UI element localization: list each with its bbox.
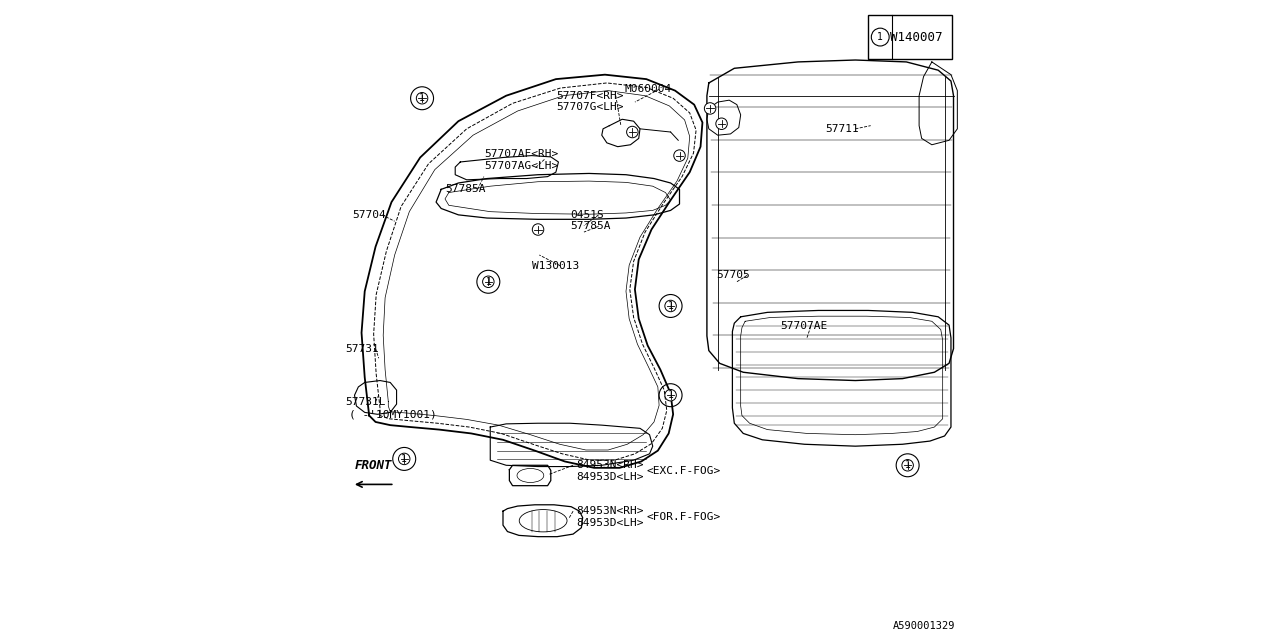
Text: 57707G<LH>: 57707G<LH> bbox=[556, 102, 623, 112]
Text: 57731L: 57731L bbox=[346, 397, 387, 406]
Text: 1: 1 bbox=[905, 460, 910, 470]
Text: W130013: W130013 bbox=[531, 261, 579, 271]
Text: 84953N<RH>: 84953N<RH> bbox=[576, 460, 644, 470]
Circle shape bbox=[902, 460, 914, 471]
Text: A590001329: A590001329 bbox=[893, 621, 955, 631]
Text: 57707F<RH>: 57707F<RH> bbox=[556, 91, 623, 100]
Text: <EXC.F-FOG>: <EXC.F-FOG> bbox=[646, 466, 721, 476]
Text: 57785A: 57785A bbox=[445, 184, 486, 195]
Text: 57707AF<RH>: 57707AF<RH> bbox=[484, 149, 558, 159]
Text: 84953N<RH>: 84953N<RH> bbox=[576, 506, 644, 516]
Text: 1: 1 bbox=[419, 93, 425, 103]
Circle shape bbox=[673, 150, 685, 161]
Text: 1: 1 bbox=[877, 32, 883, 42]
Circle shape bbox=[704, 102, 716, 114]
Text: 57704: 57704 bbox=[352, 210, 385, 220]
Text: 57711: 57711 bbox=[824, 124, 859, 134]
Text: 57731: 57731 bbox=[346, 344, 379, 354]
Text: 1: 1 bbox=[668, 390, 673, 400]
Text: 57707AE: 57707AE bbox=[781, 321, 827, 332]
Text: 84953D<LH>: 84953D<LH> bbox=[576, 472, 644, 482]
Text: 84953D<LH>: 84953D<LH> bbox=[576, 518, 644, 527]
Circle shape bbox=[483, 276, 494, 287]
Text: 57707AG<LH>: 57707AG<LH> bbox=[484, 161, 558, 171]
Circle shape bbox=[398, 453, 410, 465]
Text: 1: 1 bbox=[402, 454, 407, 464]
Text: 1: 1 bbox=[668, 301, 673, 311]
Circle shape bbox=[664, 390, 676, 401]
Circle shape bbox=[664, 300, 676, 312]
Text: ( -'10MY1001): ( -'10MY1001) bbox=[349, 410, 438, 419]
Text: 57705: 57705 bbox=[717, 270, 750, 280]
Circle shape bbox=[416, 93, 428, 104]
Text: M060004: M060004 bbox=[625, 84, 671, 94]
Text: FRONT: FRONT bbox=[355, 459, 393, 472]
Text: <FOR.F-FOG>: <FOR.F-FOG> bbox=[646, 512, 721, 522]
Text: 1: 1 bbox=[485, 276, 492, 287]
Circle shape bbox=[716, 118, 727, 129]
Text: W140007: W140007 bbox=[891, 31, 943, 44]
Text: 0451S: 0451S bbox=[570, 210, 604, 220]
Circle shape bbox=[532, 224, 544, 236]
Circle shape bbox=[627, 126, 639, 138]
Text: 57785A: 57785A bbox=[570, 221, 611, 231]
